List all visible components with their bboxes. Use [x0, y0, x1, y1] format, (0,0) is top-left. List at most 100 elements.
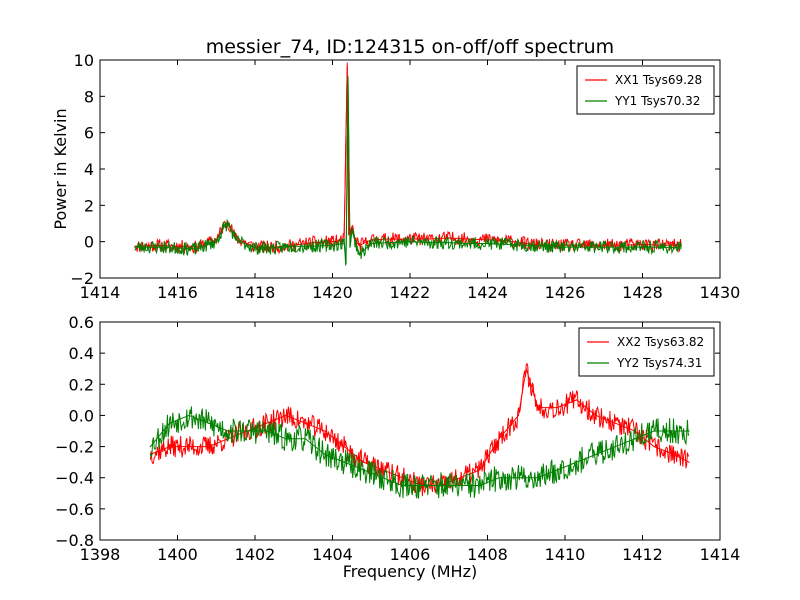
x-axis-label-2: Frequency (MHz) [343, 562, 477, 581]
data-point-2-1-26 [614, 422, 616, 424]
data-point-1-1-21 [390, 238, 392, 240]
data-point-1-2-13 [331, 244, 334, 246]
data-point-1-2-1 [134, 246, 136, 248]
data-point-1-1-17 [351, 226, 353, 228]
y-tick-label-2-4: −0.2 [55, 438, 94, 457]
data-point-1-2-10 [273, 247, 275, 249]
x-tick-label-1-2: 1416 [157, 283, 198, 302]
data-point-2-1-24 [576, 399, 578, 401]
y-tick-label-1-4: 4 [84, 160, 94, 179]
data-point-2-1-14 [401, 477, 403, 479]
data-point-2-2-21 [537, 477, 539, 479]
data-point-2-1-22 [537, 407, 539, 409]
data-point-1-2-3 [176, 247, 179, 249]
data-point-2-2-9 [304, 438, 306, 440]
data-point-2-1-25 [595, 414, 597, 417]
data-point-2-1-20 [517, 414, 520, 417]
data-point-1-2-37 [680, 247, 682, 249]
x-tick-label-1-5: 1422 [390, 283, 431, 302]
data-point-1-1-13 [331, 241, 334, 243]
data-point-2-2-28 [672, 430, 675, 432]
data-point-2-1-13 [382, 469, 384, 471]
data-point-1-2-27 [486, 242, 489, 245]
data-point-1-2-17 [349, 246, 351, 248]
data-point-2-2-5 [227, 430, 229, 432]
data-point-2-2-19 [498, 477, 500, 479]
y-axis-label-1: Power in Kelvin [51, 108, 70, 229]
data-point-2-2-14 [401, 484, 403, 487]
data-point-1-2-19 [355, 242, 357, 245]
data-point-1-2-25 [448, 241, 450, 244]
data-point-2-1-4 [207, 445, 210, 448]
data-point-1-2-7 [227, 222, 229, 225]
data-point-2-1-19 [498, 438, 500, 440]
data-point-1-1-1 [134, 245, 136, 247]
y-tick-label-2-2: −0.6 [55, 500, 94, 519]
y-tick-label-1-2: 0 [84, 233, 94, 252]
data-point-2-1-3 [188, 445, 190, 448]
data-point-2-2-24 [595, 453, 597, 455]
data-point-2-1-17 [459, 477, 461, 479]
data-point-1-2-6 [223, 226, 225, 228]
y-tick-label-2-3: −0.4 [55, 469, 94, 488]
data-point-1-1-22 [409, 238, 411, 240]
data-point-1-2-31 [564, 246, 566, 248]
data-point-1-2-34 [622, 246, 624, 248]
data-point-1-2-22 [390, 241, 392, 244]
data-point-2-2-26 [634, 438, 636, 440]
data-point-1-2-11 [293, 245, 295, 247]
y-tick-label-2-7: 0.4 [69, 344, 94, 363]
data-point-2-2-8 [285, 438, 287, 440]
data-point-2-2-23 [576, 461, 578, 463]
x-tick-label-1-7: 1426 [545, 283, 586, 302]
data-point-1-2-23 [409, 241, 411, 243]
x-tick-label-2-3: 1402 [235, 545, 276, 564]
x-tick-label-1-4: 1420 [312, 283, 353, 302]
data-point-2-2-3 [188, 414, 190, 417]
data-point-1-2-9 [254, 247, 256, 249]
data-point-2-2-12 [362, 469, 365, 471]
x-tick-label-2-6: 1408 [467, 545, 508, 564]
data-point-1-1-28 [525, 242, 527, 245]
y-tick-label-1-1: −2 [70, 269, 94, 288]
data-point-2-1-30 [688, 461, 690, 463]
data-point-2-1-8 [285, 414, 287, 417]
x-tick-label-2-7: 1410 [545, 545, 586, 564]
data-point-2-1-29 [672, 453, 675, 455]
data-point-2-2-2 [169, 422, 171, 424]
data-point-2-1-21 [525, 368, 527, 370]
data-point-2-2-4 [207, 422, 210, 424]
data-point-1-2-21 [370, 242, 372, 245]
x-tick-label-2-9: 1414 [700, 545, 741, 564]
panel-1-chart: 1414 1416 1418 1420 1422 1424 1426 1428 1430 −2 0 2… [70, 51, 740, 302]
data-point-2-2-16 [440, 484, 442, 487]
legend-label-2-2: YY2 Tsys74.31 [616, 356, 702, 370]
chart-title-1: messier_74, ID:124315 on-off/off spectru… [206, 36, 614, 58]
data-point-1-2-36 [661, 246, 663, 248]
data-point-2-2-17 [459, 484, 461, 487]
x-tick-label-1-1: 1414 [80, 283, 121, 302]
data-point-1-2-8 [235, 239, 237, 241]
data-point-2-2-1 [149, 445, 151, 448]
data-point-1-2-4 [196, 248, 198, 250]
legend-label-1-2: YY1 Tsys70.32 [614, 94, 700, 108]
data-point-1-2-14 [343, 242, 345, 245]
data-point-2-2-18 [479, 484, 481, 487]
data-point-2-1-23 [556, 407, 558, 409]
legend-label-2-1: XX2 Tsys63.82 [617, 335, 704, 349]
data-point-1-2-35 [641, 246, 644, 248]
y-tick-label-2-6: 0.2 [69, 375, 94, 394]
data-point-2-1-28 [653, 445, 655, 448]
data-point-1-1-19 [359, 244, 361, 246]
data-point-2-2-27 [653, 430, 655, 432]
y-tick-label-2-8: 0.6 [69, 313, 94, 332]
data-point-1-2-16 [347, 77, 349, 79]
data-point-1-1-15 [346, 66, 348, 68]
data-point-2-2-29 [688, 430, 690, 432]
legend-1: XX1 Tsys69.28 YY1 Tsys70.32 [576, 65, 715, 115]
data-point-2-2-20 [517, 477, 520, 479]
data-point-1-2-15 [345, 262, 347, 265]
data-point-2-2-7 [266, 430, 268, 432]
x-tick-label-1-9: 1430 [700, 283, 741, 302]
series-line-2-2 [149, 406, 690, 499]
